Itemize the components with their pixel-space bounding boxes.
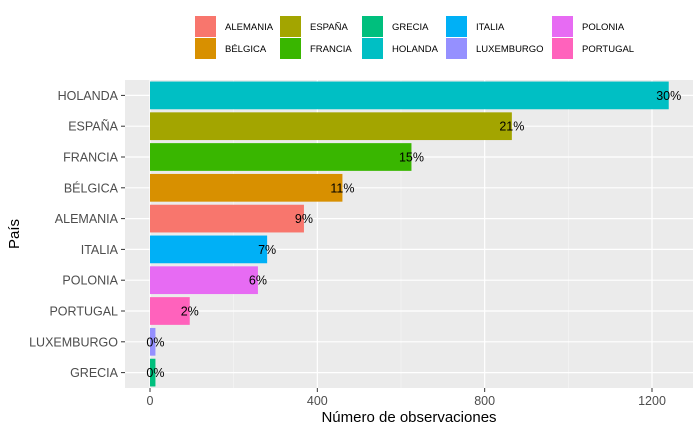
bar-polonia (150, 266, 258, 295)
bar-españa (150, 112, 512, 141)
x-tick-label: 0 (147, 394, 154, 408)
legend-swatch (195, 16, 216, 37)
bar-value-label: 15% (399, 151, 424, 165)
legend-label: HOLANDA (392, 44, 439, 55)
legend-swatch (195, 38, 216, 59)
legend-swatch (552, 16, 573, 37)
bar-value-label: 11% (330, 181, 354, 195)
legend-swatch (280, 38, 301, 59)
bar-labels: 30% 21% 15% 11% 9% 7% 6% 2% 0% 0% (146, 89, 681, 380)
x-tick-label: 800 (474, 394, 495, 408)
bar-portugal (150, 297, 190, 325)
legend-swatch (446, 38, 467, 59)
bar-value-label: 0% (146, 366, 164, 380)
y-tick-label: ALEMANIA (55, 212, 119, 226)
bar-italia (150, 235, 268, 264)
bar-alemania (150, 204, 304, 233)
bar-value-label: 2% (181, 305, 199, 319)
y-tick-label: ITALIA (81, 243, 119, 257)
bar-luxemburgo (150, 327, 156, 356)
y-tick-label: POLONIA (62, 274, 118, 288)
x-tick-label: 400 (307, 394, 328, 408)
legend-label: POLONIA (582, 22, 625, 33)
bar-value-label: 6% (249, 274, 267, 288)
bars (150, 81, 669, 387)
legend-label: PORTUGAL (582, 44, 634, 55)
y-axis: HOLANDA ESPAÑA FRANCIA BÉLGICA ALEMANIA ITALI… (29, 89, 125, 380)
legend-swatch (362, 16, 383, 37)
bar-value-label: 7% (258, 243, 276, 257)
bar-value-label: 21% (499, 120, 524, 134)
legend-swatch (552, 38, 573, 59)
legend-swatch (446, 16, 467, 37)
y-tick-label: FRANCIA (63, 151, 119, 165)
legend-label: ESPAÑA (310, 22, 349, 33)
y-tick-label: LUXEMBURGO (29, 335, 118, 349)
legend-label: ALEMANIA (225, 22, 274, 33)
bar-value-label: 9% (295, 212, 313, 226)
y-tick-label: GRECIA (70, 366, 119, 380)
legend: ALEMANIA BÉLGICA ESPAÑA FRANCIA GRECIA HOLAND… (195, 16, 634, 59)
bar-grecia (150, 358, 156, 387)
legend-label: FRANCIA (310, 44, 352, 55)
x-tick-label: 1200 (638, 394, 666, 408)
bar-value-label: 0% (146, 335, 164, 349)
legend-label: LUXEMBURGO (476, 44, 544, 55)
bar-francia (150, 143, 412, 171)
y-tick-label: ESPAÑA (68, 120, 118, 134)
legend-swatch (362, 38, 383, 59)
x-axis: 0 400 800 1200 (147, 388, 666, 408)
bar-bélgica (150, 173, 343, 202)
y-axis-title: País (6, 219, 23, 249)
legend-label: ITALIA (476, 22, 505, 33)
y-tick-label: PORTUGAL (49, 305, 118, 319)
y-tick-label: BÉLGICA (64, 180, 119, 195)
y-tick-label: HOLANDA (58, 89, 119, 103)
bar-holanda (150, 81, 669, 110)
legend-swatch (280, 16, 301, 37)
legend-label: GRECIA (392, 22, 429, 33)
x-axis-title: Número de observaciones (321, 409, 496, 426)
legend-label: BÉLGICA (225, 44, 267, 55)
bar-value-label: 30% (656, 89, 681, 103)
